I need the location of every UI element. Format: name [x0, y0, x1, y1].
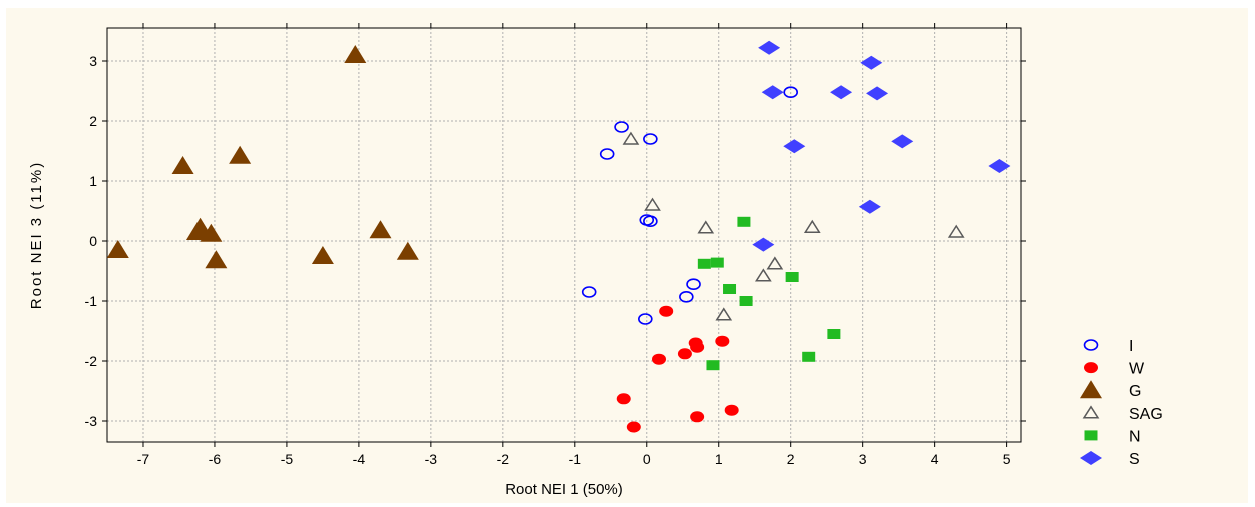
y-tick-label: -3 — [85, 413, 98, 429]
data-point-w — [626, 421, 641, 433]
data-point-g — [205, 250, 228, 269]
data-point-w — [616, 393, 631, 405]
data-point-i — [599, 148, 615, 160]
legend-marker-i — [1083, 339, 1099, 351]
data-point-w — [659, 305, 674, 317]
data-point-i — [643, 133, 658, 145]
y-axis-title: Root NEI 3 (11%) — [28, 161, 45, 309]
legend-marker-s — [1080, 451, 1102, 465]
legend-label-g: G — [1129, 383, 1141, 400]
data-point-n — [737, 216, 751, 227]
data-point-n — [802, 351, 816, 362]
data-point-g — [229, 145, 252, 164]
data-point-g — [106, 240, 129, 258]
data-point-g — [311, 246, 334, 264]
data-point-s — [858, 199, 881, 214]
data-points — [106, 40, 1011, 433]
legend-label-s: S — [1129, 451, 1140, 468]
data-point-w — [690, 341, 705, 353]
data-point-n — [706, 360, 720, 371]
x-tick-label: -3 — [425, 451, 438, 467]
x-tick-label: -6 — [209, 451, 222, 467]
x-tick-label: 3 — [859, 451, 867, 467]
x-axis-title: Root NEI 1 (50%) — [505, 481, 623, 498]
y-tick-label: 2 — [89, 113, 97, 129]
data-point-g — [171, 156, 194, 174]
data-point-sag — [766, 256, 784, 270]
legend-label-n: N — [1129, 428, 1141, 445]
data-point-i — [638, 313, 653, 325]
data-point-s — [866, 86, 889, 101]
data-point-s — [761, 85, 784, 100]
data-point-sag — [622, 131, 640, 145]
plot-area — [106, 27, 1022, 443]
y-tick-label: 0 — [89, 233, 97, 249]
scatter-chart: -7 -6 -5 -4 -3 -2 -1 0 1 2 3 4 5 -3 -2 -1 0 1 2 3 Root NEI … — [28, 23, 1163, 498]
data-point-s — [830, 85, 853, 100]
data-point-sag — [754, 268, 772, 282]
x-tick-label: 4 — [931, 451, 939, 467]
data-point-i — [783, 86, 799, 98]
data-point-i — [679, 290, 694, 303]
data-point-s — [860, 55, 883, 70]
data-point-n — [697, 258, 711, 269]
data-point-sag — [644, 197, 661, 211]
data-point-sag — [803, 219, 821, 233]
legend-label-i: I — [1129, 338, 1133, 355]
y-tick-label: 1 — [89, 173, 97, 189]
data-point-s — [988, 159, 1011, 173]
data-point-w — [651, 353, 666, 365]
x-tick-label: 5 — [1003, 451, 1011, 467]
y-tick-label: 3 — [89, 53, 97, 69]
x-tick-label: 2 — [787, 451, 795, 467]
data-point-i — [643, 215, 658, 227]
data-point-i — [614, 121, 629, 133]
legend-marker-w — [1084, 362, 1098, 374]
data-point-s — [752, 237, 775, 252]
legend-marker-g — [1080, 380, 1102, 399]
data-point-i — [686, 278, 701, 291]
x-tick-label: -5 — [281, 451, 294, 467]
x-tick-label: -2 — [497, 451, 510, 467]
data-point-w — [690, 411, 705, 423]
data-point-w — [677, 348, 692, 360]
legend: IWG SAG NS — [1080, 338, 1163, 468]
data-point-n — [785, 272, 799, 282]
x-tick-label: -4 — [353, 451, 366, 467]
axis-ticks: -7 -6 -5 -4 -3 -2 -1 0 1 2 3 4 5 -3 -2 -1 0 1 2 3 — [85, 23, 1026, 467]
data-point-sag — [947, 224, 965, 238]
data-point-i — [581, 286, 597, 298]
x-tick-label: -7 — [137, 451, 150, 467]
data-point-w — [715, 335, 730, 347]
data-point-g — [396, 241, 419, 260]
x-tick-label: 1 — [715, 451, 723, 467]
data-point-sag — [715, 307, 733, 321]
chart-frame: -7 -6 -5 -4 -3 -2 -1 0 1 2 3 4 5 -3 -2 -1 0 1 2 3 Root NEI … — [6, 8, 1248, 503]
legend-label-w: W — [1129, 361, 1145, 378]
data-point-n — [710, 257, 724, 268]
data-point-s — [783, 139, 806, 154]
x-tick-label: -1 — [569, 451, 582, 467]
data-point-n — [739, 296, 753, 306]
data-point-s — [891, 134, 914, 149]
data-point-w — [724, 404, 739, 416]
legend-label-sag: SAG — [1129, 406, 1163, 423]
data-point-g — [185, 222, 208, 240]
data-point-n — [827, 329, 841, 339]
data-point-s — [758, 40, 781, 55]
data-point-g — [369, 220, 392, 239]
data-point-sag — [697, 220, 715, 234]
data-point-n — [723, 284, 737, 294]
data-point-g — [344, 45, 367, 63]
legend-marker-n — [1084, 430, 1098, 441]
x-tick-label: 0 — [643, 451, 651, 467]
y-tick-label: -1 — [85, 293, 98, 309]
legend-marker-sag — [1082, 405, 1100, 419]
data-point-g — [200, 223, 223, 242]
grid — [107, 28, 1021, 442]
y-tick-label: -2 — [85, 353, 98, 369]
